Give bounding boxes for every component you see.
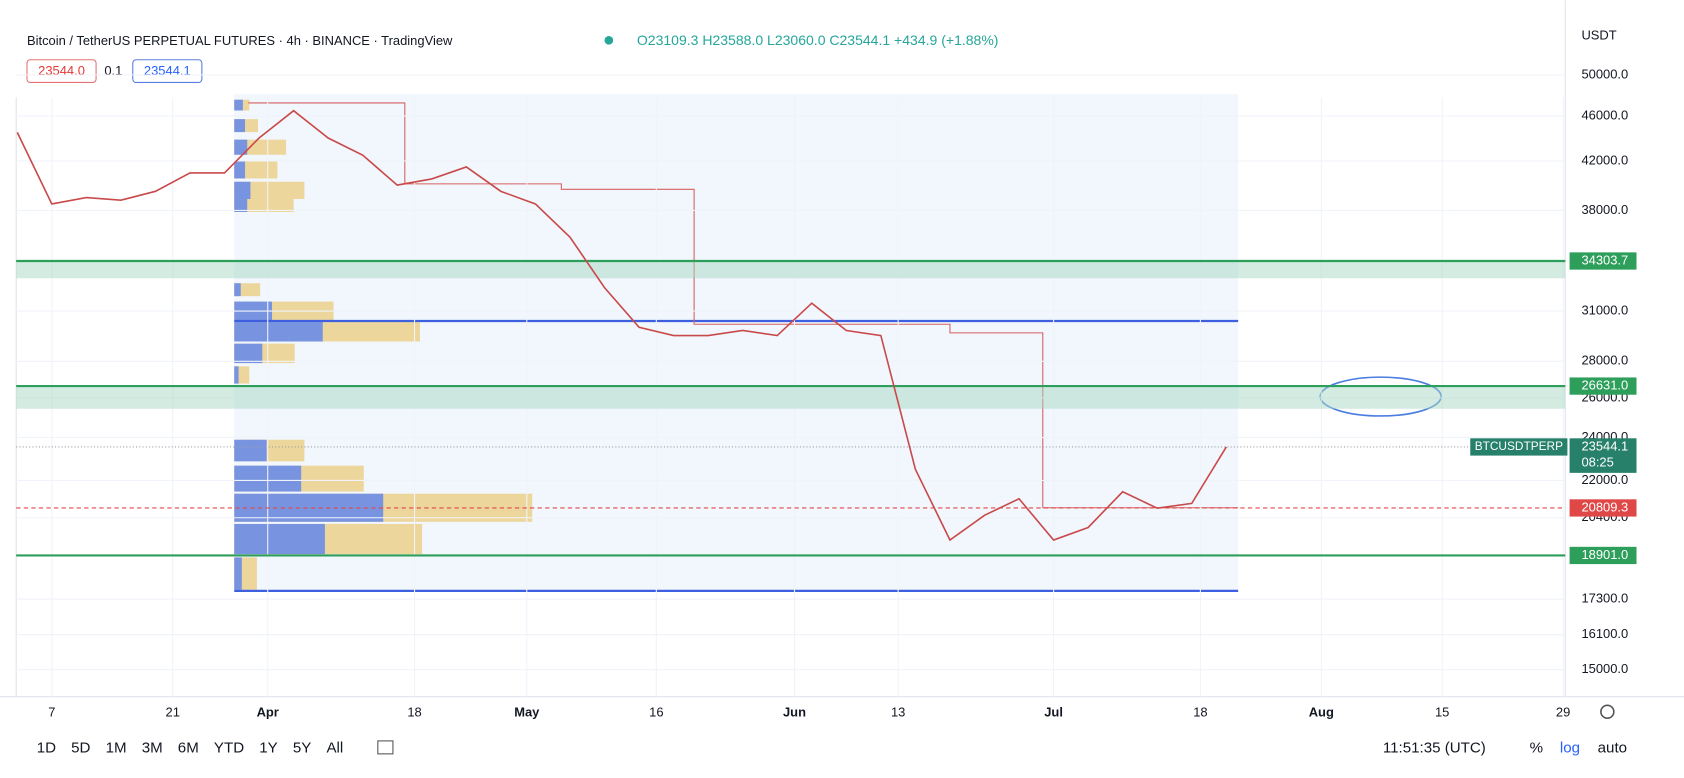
range-button[interactable]: 5D	[71, 739, 90, 756]
symbol-tag	[1470, 438, 1568, 456]
ohlc: O23109.3 H23588.0 L23060.0 C23544.1 +434…	[637, 32, 999, 48]
symbol-label: BTCUSDTPERP	[1475, 439, 1563, 453]
x-tick-label: Aug	[1309, 704, 1334, 719]
volume-bar-buy	[234, 366, 239, 384]
volume-bar-buy	[234, 283, 241, 297]
range-button[interactable]: All	[326, 739, 343, 756]
range-button[interactable]: 6M	[178, 739, 199, 756]
clock: 11:51:35 (UTC)	[1383, 739, 1486, 756]
x-tick-label: 15	[1435, 704, 1449, 719]
volume-bar-sell	[234, 199, 294, 212]
x-tick-label: May	[514, 704, 540, 719]
last-price-label: 23544.1	[1581, 438, 1628, 453]
level-tag	[1569, 499, 1637, 517]
zone	[16, 386, 1566, 409]
volume-bar-buy	[234, 99, 243, 111]
range-button[interactable]: YTD	[214, 739, 244, 756]
countdown: 08:25	[1581, 455, 1613, 470]
status-dot	[604, 36, 614, 45]
x-tick-label: 7	[48, 704, 55, 719]
volume-bar-buy	[234, 322, 323, 342]
x-tick-label: 13	[891, 704, 905, 719]
bid-box[interactable]	[26, 59, 97, 83]
x-tick-label: Jul	[1044, 704, 1063, 719]
volume-bar-buy	[234, 119, 246, 133]
level-tag	[1569, 252, 1637, 270]
volume-bar-buy	[234, 343, 263, 364]
level-tag	[1569, 546, 1637, 565]
date-range-icon[interactable]	[377, 740, 394, 755]
volume-bar-buy	[234, 139, 248, 155]
range-button[interactable]: 5Y	[293, 739, 311, 756]
ask-box[interactable]	[132, 59, 203, 83]
level-label: 18901.0	[1581, 547, 1628, 562]
y-tick-label: 38000.0	[1581, 202, 1628, 217]
last-price-tag	[1569, 438, 1637, 473]
range-button[interactable]: 1Y	[259, 739, 277, 756]
y-tick-label: 42000.0	[1581, 152, 1628, 167]
range-button[interactable]: 3M	[142, 739, 163, 756]
y-tick-label: 22000.0	[1581, 472, 1628, 487]
bid: 23544.0	[38, 63, 85, 78]
y-tick-label: 50000.0	[1581, 66, 1628, 81]
zone	[16, 261, 1566, 279]
spread: 0.1	[104, 63, 122, 78]
log-toggle[interactable]: log	[1560, 739, 1580, 756]
auto-toggle[interactable]: auto	[1598, 739, 1627, 756]
volume-bar-buy	[234, 199, 248, 212]
y-tick-label: 16100.0	[1581, 626, 1628, 641]
volume-bar-buy	[234, 161, 246, 179]
x-tick-label: 21	[166, 704, 180, 719]
currency[interactable]: USDT	[1581, 27, 1616, 42]
settings-icon[interactable]	[1600, 704, 1615, 720]
x-tick-label: 29	[1556, 704, 1570, 719]
level-label: 20809.3	[1581, 499, 1628, 514]
level-tag	[1569, 377, 1637, 395]
level-label: 34303.7	[1581, 252, 1628, 267]
x-tick-label: 18	[1193, 704, 1207, 719]
volume-bar-buy	[234, 523, 325, 555]
volume-bar-buy	[234, 181, 251, 200]
y-tick-label: 28000.0	[1581, 353, 1628, 368]
title: Bitcoin / TetherUS PERPETUAL FUTURES · 4…	[27, 33, 453, 48]
volume-bar-buy	[234, 439, 267, 462]
x-tick-label: Apr	[257, 704, 279, 719]
x-tick-label: Jun	[783, 704, 806, 719]
range-button[interactable]: 1D	[37, 739, 56, 756]
y-tick-label: 15000.0	[1581, 661, 1628, 676]
ask: 23544.1	[144, 63, 191, 78]
volume-bar-buy	[234, 557, 242, 590]
x-tick-label: 16	[649, 704, 663, 719]
range-button[interactable]: 1M	[106, 739, 127, 756]
level-label: 26631.0	[1581, 378, 1628, 393]
percent-toggle[interactable]: %	[1530, 739, 1543, 756]
price-line	[16, 109, 1227, 542]
x-tick-label: 18	[407, 704, 421, 719]
volume-bar-sell	[234, 181, 305, 200]
y-tick-label: 17300.0	[1581, 591, 1628, 606]
y-tick-label: 46000.0	[1581, 107, 1628, 122]
poc-step-line	[248, 102, 1239, 509]
y-tick-label: 31000.0	[1581, 302, 1628, 317]
